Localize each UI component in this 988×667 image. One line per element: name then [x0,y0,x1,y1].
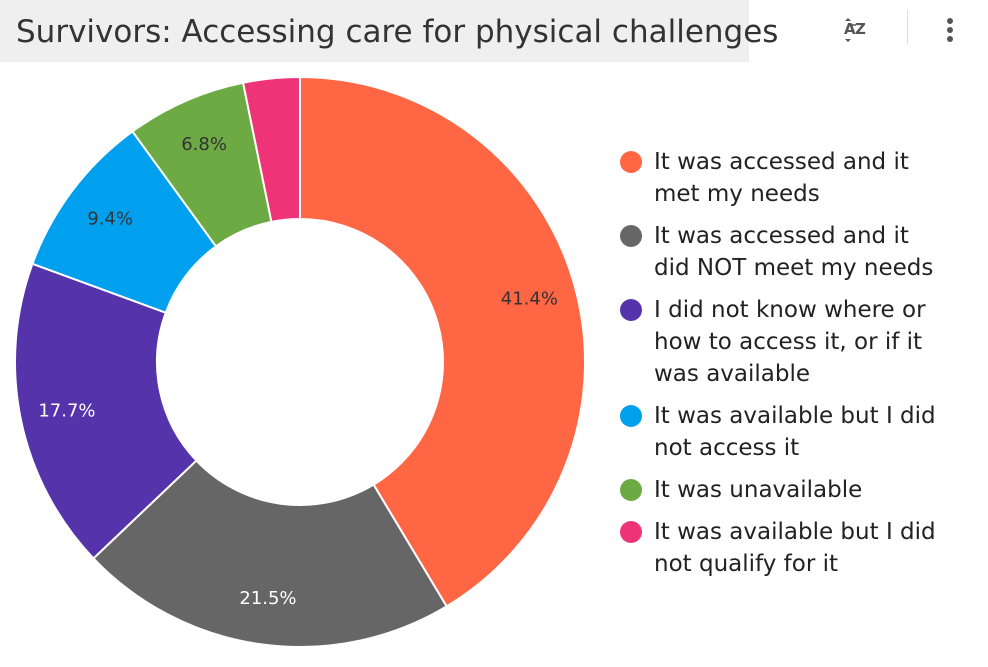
legend-label-1: It was accessed and it did NOT meet my n… [654,223,934,281]
legend-swatch-4 [620,479,642,501]
legend-label-3: It was available but I did not access it [654,403,936,461]
title-bar: Survivors: Accessing care for physical c… [0,0,778,62]
legend-item-4[interactable]: It was unavailable [618,474,978,506]
more-vertical-icon [947,18,953,42]
legend-item-5[interactable]: It was available but I did not qualify f… [618,516,978,580]
svg-text:Z: Z [855,20,866,38]
pie-slice-5[interactable] [241,75,301,224]
legend-label-4: It was unavailable [654,477,863,503]
slice-data-label-1: 21.5% [239,588,296,609]
chart-legend: It was accessed and it met my needs It wa… [618,146,978,590]
legend-swatch-0 [620,151,642,173]
legend-label-5: It was available but I did not qualify f… [654,519,936,577]
legend-item-2[interactable]: I did not know where or how to access it… [618,294,978,390]
pie-slice-0[interactable] [299,75,586,608]
more-options-button[interactable] [935,10,965,50]
legend-swatch-5 [620,521,642,543]
legend-label-0: It was accessed and it met my needs [654,149,909,207]
legend-swatch-3 [620,405,642,427]
legend-item-3[interactable]: It was available but I did not access it [618,400,978,464]
legend-swatch-1 [620,225,642,247]
sort-az-icon: A Z [844,18,866,42]
donut-chart: 41.4% 21.5% 17.7% 9.4% 6.8% [14,75,586,648]
legend-swatch-2 [620,299,642,321]
toolbar-divider [907,10,908,44]
legend-label-2: I did not know where or how to access it… [654,297,926,387]
slice-data-label-2: 17.7% [38,400,95,421]
legend-item-0[interactable]: It was accessed and it met my needs [618,146,978,210]
slice-data-label-4: 6.8% [181,134,227,155]
sort-az-button[interactable]: A Z [836,10,876,50]
slice-data-label-3: 9.4% [87,209,133,230]
legend-item-1[interactable]: It was accessed and it did NOT meet my n… [618,220,978,284]
pie-slice-1[interactable] [92,459,448,648]
pie-slice-2[interactable] [14,262,198,560]
chart-title: Survivors: Accessing care for physical c… [16,14,779,50]
slice-data-label-0: 41.4% [501,288,558,309]
